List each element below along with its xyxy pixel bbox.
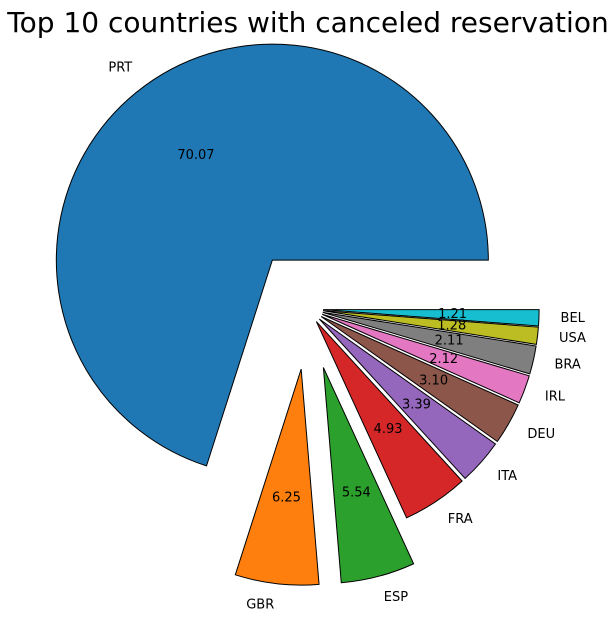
value-label-ita: 3.39 (402, 397, 431, 412)
category-label-gbr: GBR (246, 598, 274, 613)
category-label-fra: FRA (448, 512, 473, 527)
value-label-bel: 1.21 (438, 307, 467, 322)
pie-slice-gbr (235, 369, 319, 585)
value-label-prt: 70.07 (177, 148, 214, 163)
category-label-irl: IRL (545, 389, 566, 404)
value-label-irl: 2.12 (429, 352, 458, 367)
category-label-prt: PRT (108, 61, 132, 76)
value-label-deu: 3.10 (419, 373, 448, 388)
value-label-esp: 5.54 (342, 485, 371, 500)
category-label-bel: BEL (561, 311, 586, 326)
value-label-gbr: 6.25 (272, 490, 301, 505)
value-label-bra: 2.11 (435, 333, 464, 348)
category-label-ita: ITA (497, 469, 517, 484)
category-label-esp: ESP (384, 590, 408, 605)
category-label-usa: USA (559, 331, 586, 346)
value-label-fra: 4.93 (374, 422, 403, 437)
category-label-bra: BRA (554, 357, 580, 372)
category-label-deu: DEU (527, 427, 555, 442)
